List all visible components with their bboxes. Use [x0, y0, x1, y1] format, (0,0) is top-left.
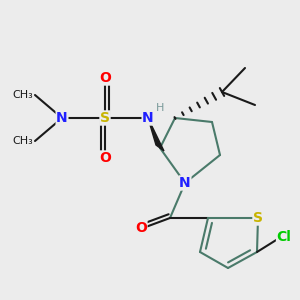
Text: S: S	[253, 211, 263, 225]
Text: N: N	[179, 176, 191, 190]
Text: S: S	[100, 111, 110, 125]
Polygon shape	[148, 118, 164, 151]
Text: Cl: Cl	[277, 230, 291, 244]
Text: O: O	[135, 221, 147, 235]
Text: CH₃: CH₃	[12, 136, 33, 146]
Text: N: N	[56, 111, 68, 125]
Text: N: N	[142, 111, 154, 125]
Text: O: O	[99, 71, 111, 85]
Text: CH₃: CH₃	[12, 90, 33, 100]
Text: O: O	[99, 151, 111, 165]
Text: H: H	[156, 103, 164, 113]
